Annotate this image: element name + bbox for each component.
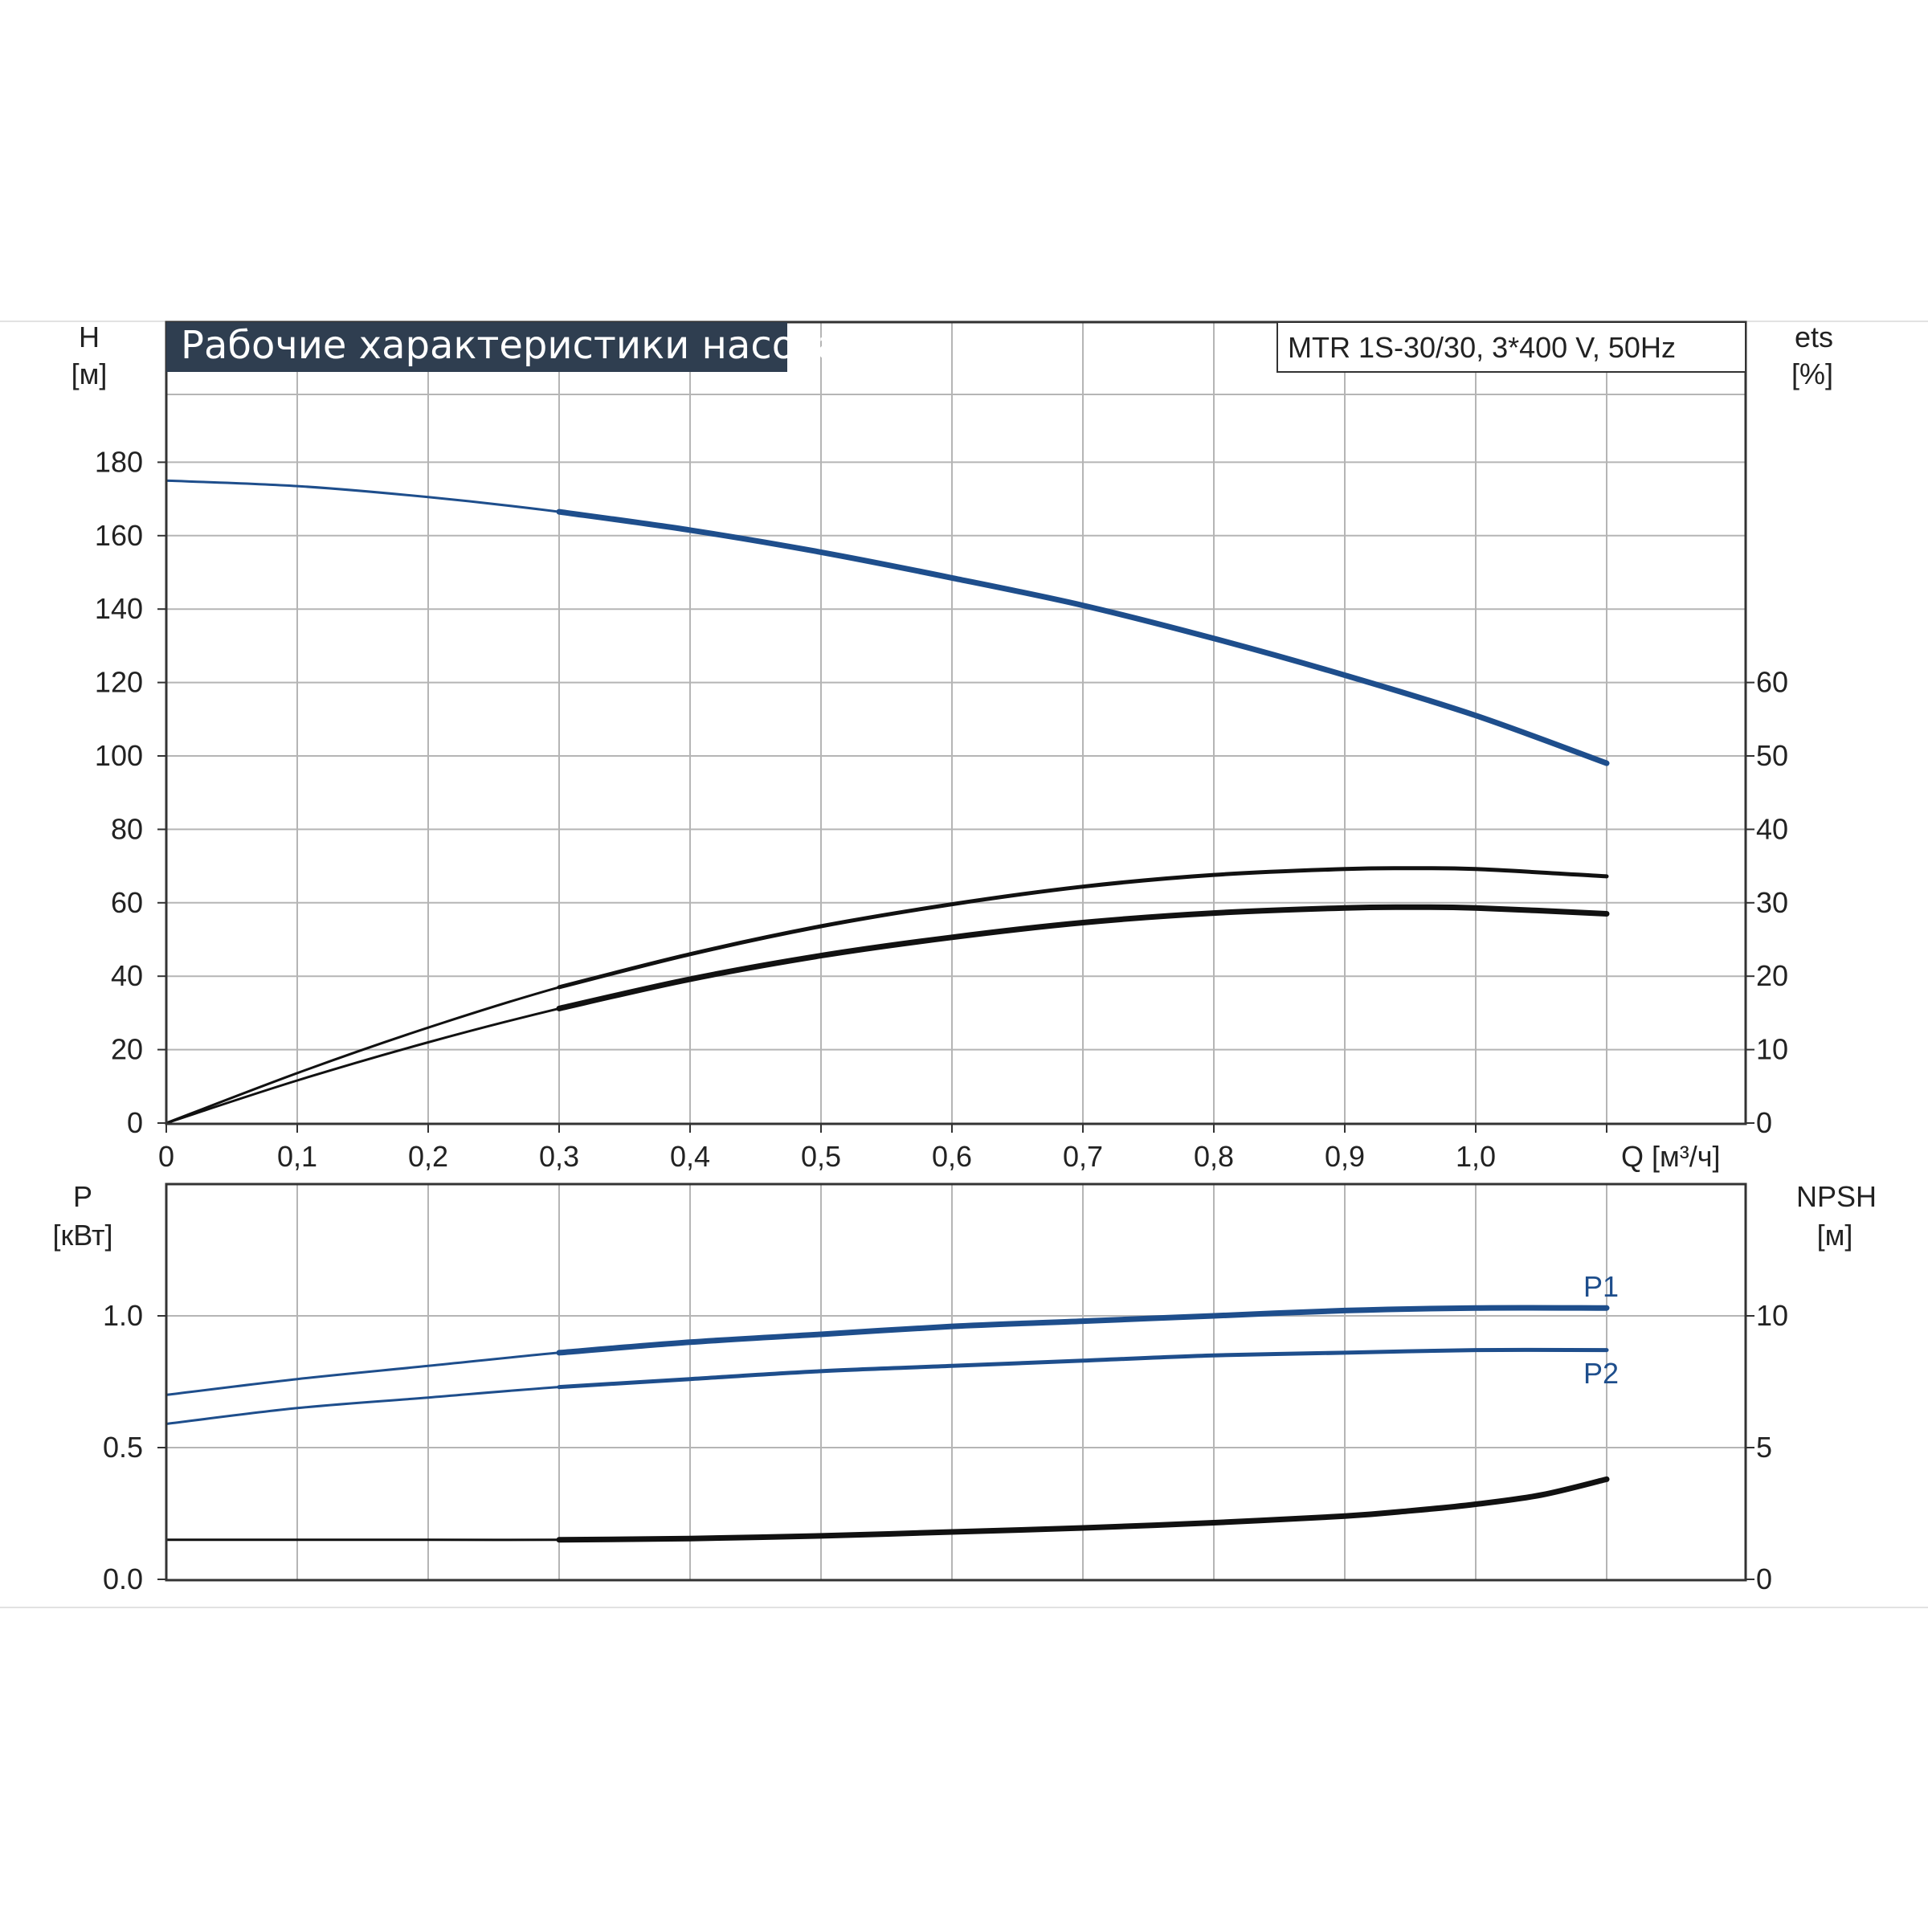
top-right-tick-label: 0 xyxy=(1756,1106,1772,1139)
p2-power-curve xyxy=(557,1347,1609,1390)
top-panel-grid xyxy=(166,322,1746,1123)
bottom-panel-curves xyxy=(165,1305,1610,1543)
top-panel-ticks: 0 20 40 60 80 100 120 140 160 180 0 10 20 30 40 50 60 0 0,… xyxy=(95,445,1788,1173)
top-right-tick-label: 60 xyxy=(1756,666,1788,699)
x-tick-label: 0,8 xyxy=(1194,1140,1234,1173)
top-left-tick-label: 40 xyxy=(111,959,143,992)
top-panel-curves xyxy=(165,479,1610,1125)
bottom-panel-frame xyxy=(165,1182,1747,1582)
bottom-right-tick-label: 5 xyxy=(1756,1431,1772,1464)
model-box xyxy=(1276,321,1746,373)
top-left-tick-label: 120 xyxy=(95,666,143,699)
x-tick-label: 0,6 xyxy=(932,1140,972,1173)
bottom-left-tick-label: 1.0 xyxy=(103,1299,143,1332)
bottom-right-tick-label: 0 xyxy=(1756,1562,1772,1595)
top-left-tick-label: 160 xyxy=(95,519,143,552)
x-tick-label: 0,1 xyxy=(277,1140,317,1173)
top-left-tick-label: 60 xyxy=(111,886,143,919)
chart-title: Рабочие характеристики насоса xyxy=(181,323,840,368)
bottom-left-tick-label: 0.0 xyxy=(103,1562,143,1595)
x-tick-label: 0 xyxy=(158,1140,174,1173)
model-label: MTR 1S-30/30, 3*400 V, 50Hz xyxy=(1288,331,1676,364)
efficiency-curve-total xyxy=(557,866,1609,990)
right-axis-unit-bottom: [м] xyxy=(1817,1219,1853,1252)
p1-power-curve xyxy=(556,1305,1610,1356)
right-axis-title-bottom: NPSH xyxy=(1796,1180,1877,1213)
chart-title-box xyxy=(166,322,787,372)
right-axis-title-top: ets xyxy=(1795,321,1833,353)
top-right-tick-label: 20 xyxy=(1756,959,1788,992)
right-axis-unit-top: [%] xyxy=(1791,357,1833,390)
top-left-tick-label: 180 xyxy=(95,445,143,478)
top-right-tick-label: 30 xyxy=(1756,886,1788,919)
top-panel-frame xyxy=(165,321,1747,1125)
x-tick-label: 0,9 xyxy=(1325,1140,1365,1173)
npsh-curve xyxy=(556,1476,1610,1543)
bottom-right-tick-label: 10 xyxy=(1756,1299,1788,1332)
head-curve xyxy=(556,509,1610,766)
x-tick-label: 0,5 xyxy=(801,1140,841,1173)
bottom-left-tick-label: 0.5 xyxy=(103,1431,143,1464)
top-left-tick-label: 100 xyxy=(95,739,143,772)
left-axis-title-top: H xyxy=(79,321,100,353)
x-axis-unit-label: Q [м³/ч] xyxy=(1621,1140,1721,1173)
left-axis-unit-top: [м] xyxy=(71,357,108,390)
top-left-tick-label: 20 xyxy=(111,1033,143,1066)
efficiency-curve-pump xyxy=(556,904,1610,1011)
top-right-tick-label: 40 xyxy=(1756,812,1788,845)
left-axis-title-bottom: P xyxy=(73,1180,92,1213)
bottom-panel-grid xyxy=(166,1184,1746,1579)
head-curve-thin xyxy=(165,479,1608,765)
top-left-tick-label: 80 xyxy=(111,812,143,845)
left-axis-unit-bottom: [кВт] xyxy=(52,1219,112,1252)
p1-curve-label: P1 xyxy=(1583,1270,1619,1303)
bottom-panel-ticks: 0.0 0.5 1.0 0 5 10 xyxy=(103,1299,1788,1595)
npsh-curve-thin xyxy=(165,1477,1608,1542)
top-left-tick-label: 140 xyxy=(95,592,143,625)
top-right-tick-label: 50 xyxy=(1756,739,1788,772)
top-right-tick-label: 10 xyxy=(1756,1033,1788,1066)
p2-power-curve-thin xyxy=(165,1348,1608,1425)
top-left-tick-label: 0 xyxy=(127,1106,143,1139)
p2-curve-label: P2 xyxy=(1583,1357,1619,1390)
x-tick-label: 0,2 xyxy=(408,1140,448,1173)
efficiency-curve-pump-thin xyxy=(165,905,1608,1125)
x-tick-label: 1,0 xyxy=(1456,1140,1496,1173)
x-tick-label: 0,7 xyxy=(1063,1140,1103,1173)
x-tick-label: 0,4 xyxy=(670,1140,710,1173)
x-tick-label: 0,3 xyxy=(539,1140,579,1173)
